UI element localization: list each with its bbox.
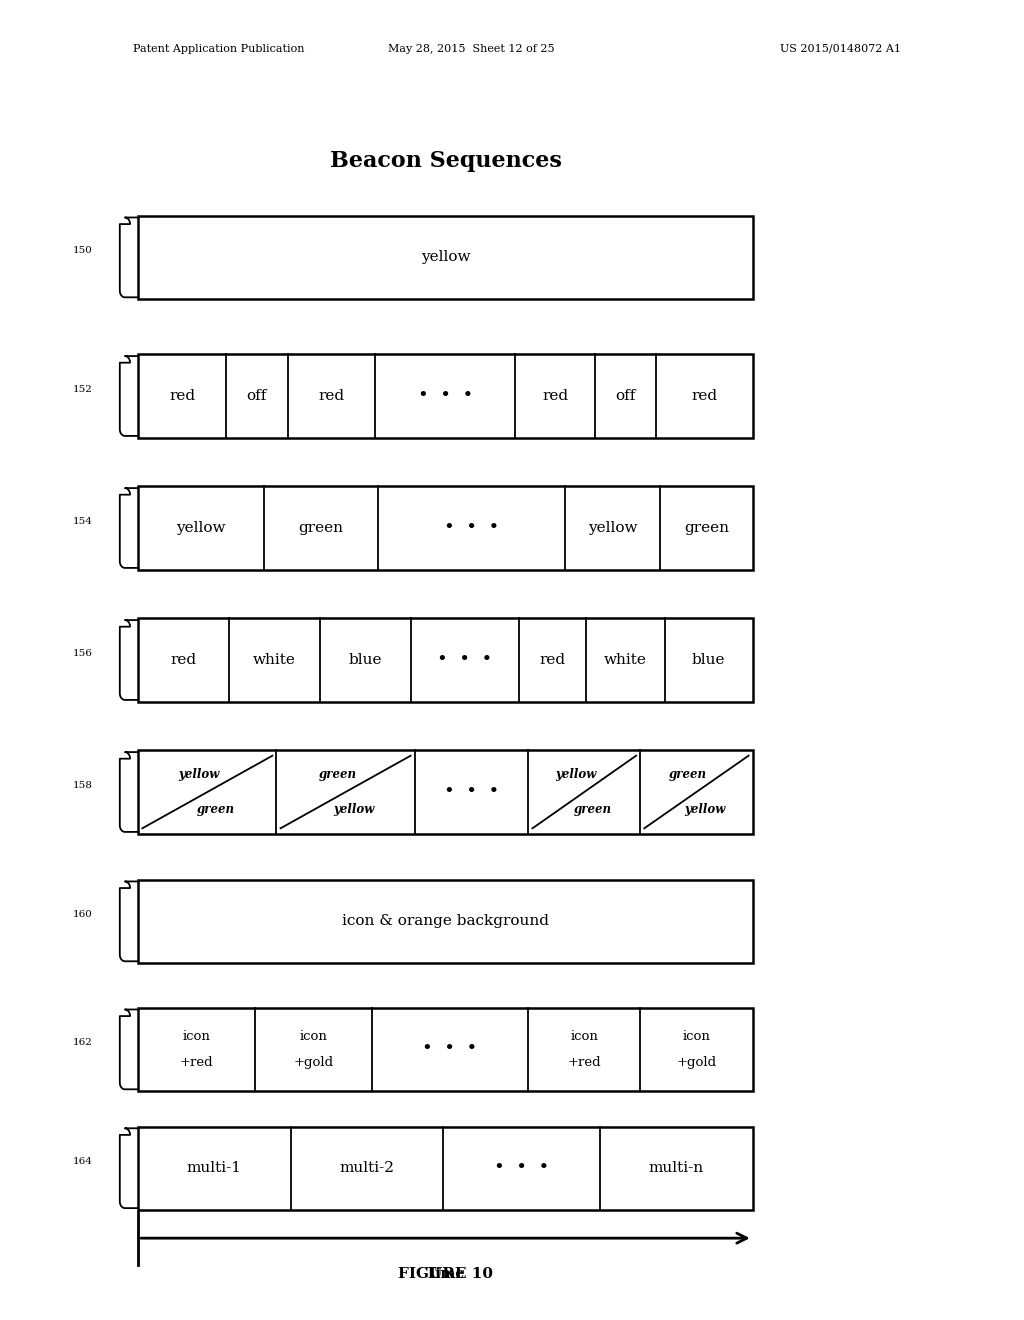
Text: yellow: yellow bbox=[588, 521, 638, 535]
Text: red: red bbox=[542, 389, 568, 403]
Text: red: red bbox=[169, 389, 196, 403]
Text: blue: blue bbox=[349, 653, 382, 667]
Text: 162: 162 bbox=[73, 1039, 92, 1047]
Bar bbox=[138, 487, 753, 570]
Text: icon & orange background: icon & orange background bbox=[342, 915, 549, 928]
Text: yellow: yellow bbox=[684, 803, 725, 816]
Text: •  •  •: • • • bbox=[437, 651, 493, 669]
Text: Patent Application Publication: Patent Application Publication bbox=[133, 44, 304, 54]
Text: 154: 154 bbox=[73, 517, 92, 525]
Text: yellow: yellow bbox=[421, 251, 470, 264]
Bar bbox=[138, 1008, 753, 1090]
Text: green: green bbox=[684, 521, 729, 535]
Text: US 2015/0148072 A1: US 2015/0148072 A1 bbox=[780, 44, 901, 54]
Text: yellow: yellow bbox=[176, 521, 226, 535]
Text: +red: +red bbox=[567, 1056, 601, 1069]
Text: +gold: +gold bbox=[677, 1056, 717, 1069]
Text: multi-2: multi-2 bbox=[339, 1162, 394, 1175]
Text: •  •  •: • • • bbox=[444, 783, 499, 801]
Text: multi-1: multi-1 bbox=[187, 1162, 242, 1175]
Text: green: green bbox=[318, 768, 356, 781]
Text: Beacon Sequences: Beacon Sequences bbox=[330, 150, 561, 172]
Bar bbox=[138, 354, 753, 438]
Text: yellow: yellow bbox=[333, 803, 375, 816]
Text: red: red bbox=[691, 389, 718, 403]
Text: FIGURE 10: FIGURE 10 bbox=[398, 1267, 493, 1280]
Text: •  •  •: • • • bbox=[494, 1159, 549, 1177]
Text: yellow: yellow bbox=[178, 768, 220, 781]
Text: green: green bbox=[299, 521, 343, 535]
Text: 150: 150 bbox=[73, 247, 92, 255]
Text: +gold: +gold bbox=[293, 1056, 334, 1069]
Bar bbox=[138, 215, 753, 298]
Text: 156: 156 bbox=[73, 649, 92, 657]
Text: icon: icon bbox=[570, 1030, 598, 1043]
Text: 164: 164 bbox=[73, 1158, 92, 1166]
Text: green: green bbox=[197, 803, 234, 816]
Text: white: white bbox=[253, 653, 296, 667]
Text: green: green bbox=[573, 803, 611, 816]
Bar bbox=[138, 1126, 753, 1209]
Text: icon: icon bbox=[182, 1030, 211, 1043]
Text: yellow: yellow bbox=[555, 768, 597, 781]
Text: •  •  •: • • • bbox=[444, 519, 499, 537]
Text: red: red bbox=[171, 653, 197, 667]
Bar bbox=[138, 880, 753, 964]
Text: Time: Time bbox=[426, 1267, 465, 1282]
Text: multi-n: multi-n bbox=[649, 1162, 705, 1175]
Bar bbox=[138, 618, 753, 702]
Text: 152: 152 bbox=[73, 385, 92, 393]
Text: May 28, 2015  Sheet 12 of 25: May 28, 2015 Sheet 12 of 25 bbox=[388, 44, 554, 54]
Text: green: green bbox=[670, 768, 708, 781]
Text: red: red bbox=[318, 389, 344, 403]
Bar bbox=[138, 750, 753, 834]
Text: icon: icon bbox=[299, 1030, 328, 1043]
Text: +red: +red bbox=[180, 1056, 213, 1069]
Text: •  •  •: • • • bbox=[418, 387, 473, 405]
Text: icon: icon bbox=[682, 1030, 711, 1043]
Text: 160: 160 bbox=[73, 911, 92, 919]
Text: off: off bbox=[615, 389, 636, 403]
Text: red: red bbox=[540, 653, 565, 667]
Text: blue: blue bbox=[692, 653, 725, 667]
Text: off: off bbox=[247, 389, 267, 403]
Text: •  •  •: • • • bbox=[423, 1040, 477, 1059]
Text: 158: 158 bbox=[73, 781, 92, 789]
Text: white: white bbox=[604, 653, 647, 667]
